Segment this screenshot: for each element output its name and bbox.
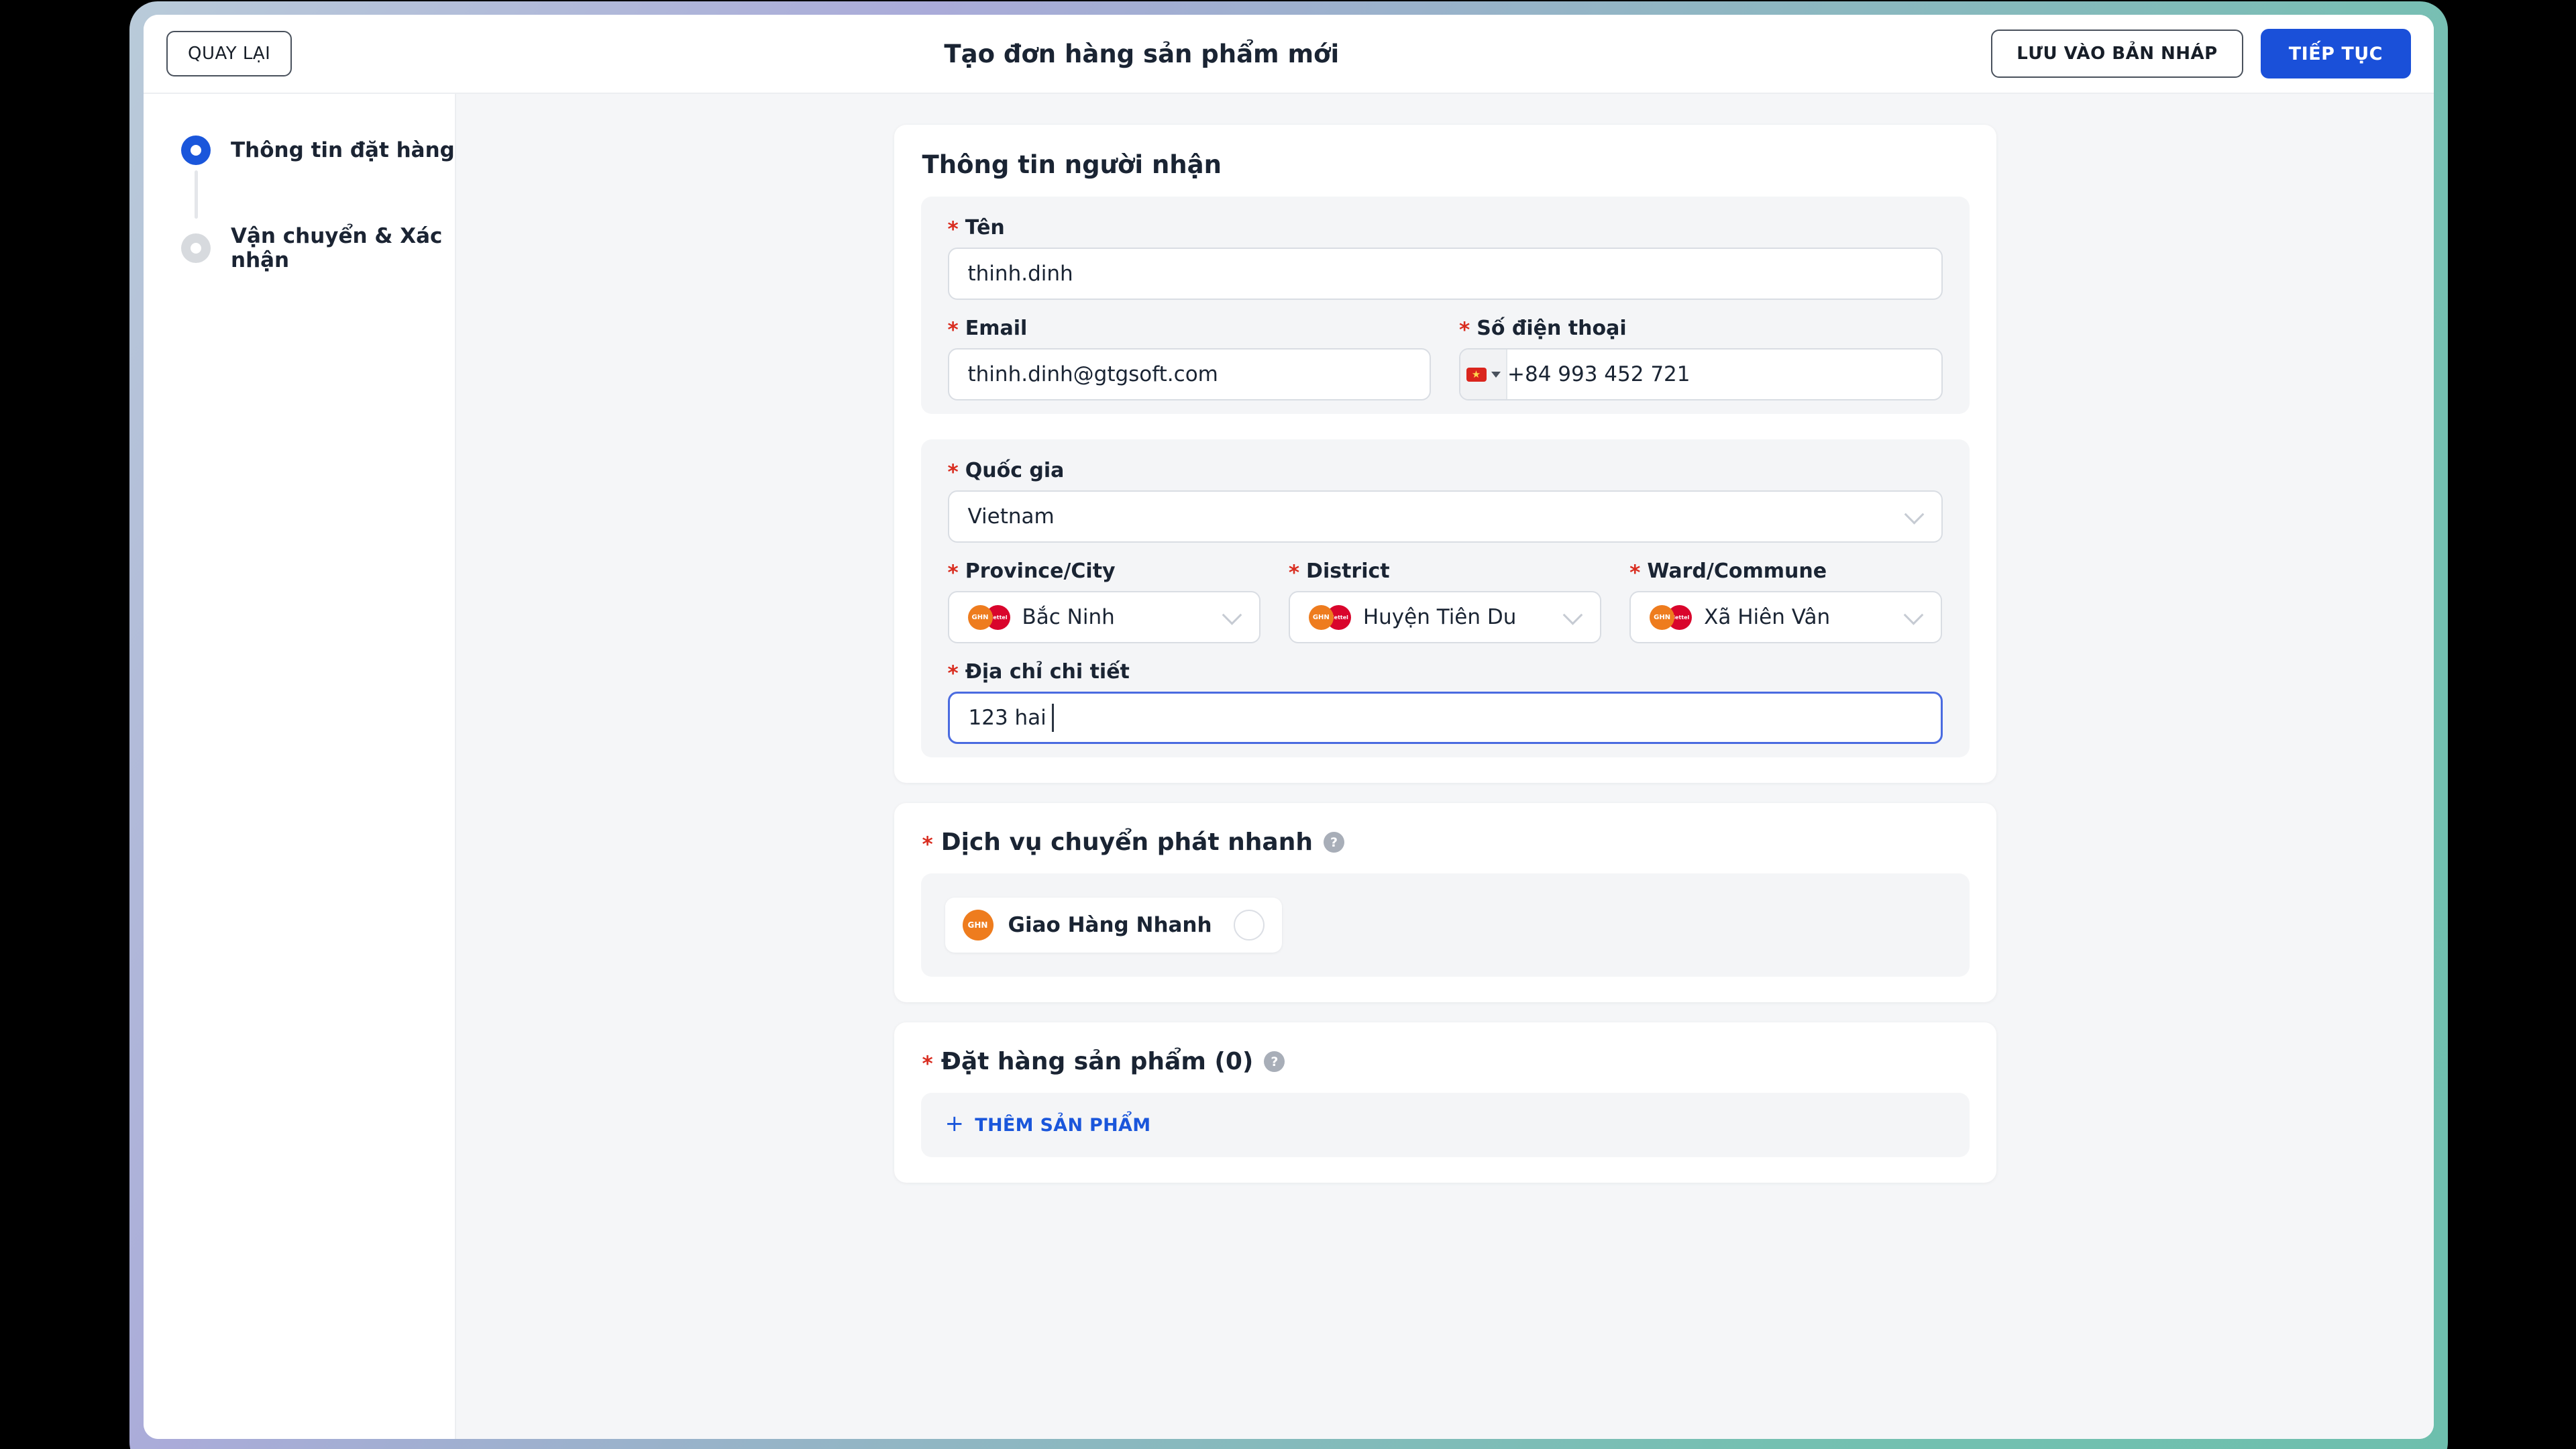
step-connector xyxy=(195,170,198,219)
app-window: QUAY LẠI Tạo đơn hàng sản phẩm mới LƯU V… xyxy=(144,15,2434,1439)
steps-sidebar: Thông tin đặt hàng Vận chuyển & Xác nhận xyxy=(144,94,456,1439)
district-select[interactable]: GHN viettel Huyện Tiên Du xyxy=(1288,591,1602,643)
ward-label: * Ward/Commune xyxy=(1629,559,1827,586)
products-card: * Đặt hàng sản phẩm (0) ? + THÊM SẢN PHẨ… xyxy=(894,1022,1996,1183)
continue-button[interactable]: TIẾP TỤC xyxy=(2260,29,2411,78)
ghn-logo-icon: GHN xyxy=(962,910,994,941)
carrier-badges: GHN viettel xyxy=(1650,604,1693,630)
required-mark: * xyxy=(947,217,959,241)
recipient-basic-panel: * Tên * Email xyxy=(920,197,1970,414)
address-input[interactable]: 123 hai xyxy=(968,706,1046,730)
step-order-info[interactable]: Thông tin đặt hàng xyxy=(181,136,455,165)
name-input[interactable] xyxy=(967,249,1923,299)
ghn-badge-icon: GHN xyxy=(1308,604,1334,630)
country-label: * Quốc gia xyxy=(947,458,1065,485)
name-label: * Tên xyxy=(947,215,1005,242)
page-title: Tạo đơn hàng sản phẩm mới xyxy=(944,39,1340,68)
save-draft-button[interactable]: LƯU VÀO BẢN NHÁP xyxy=(1991,30,2243,78)
chevron-down-icon xyxy=(1904,504,1924,525)
vietnam-flag-icon: ★ xyxy=(1466,367,1487,382)
shipping-section-title: Dịch vụ chuyển phát nhanh xyxy=(941,828,1313,856)
add-product-button[interactable]: + THÊM SẢN PHẨM xyxy=(941,1110,1155,1137)
address-label: * Địa chỉ chi tiết xyxy=(947,659,1130,686)
back-button[interactable]: QUAY LẠI xyxy=(166,31,292,76)
help-icon[interactable]: ? xyxy=(1323,832,1344,853)
shipping-options-panel: GHN Giao Hàng Nhanh xyxy=(920,873,1970,977)
text-cursor xyxy=(1051,704,1054,732)
email-input-wrap xyxy=(947,348,1431,400)
email-label: * Email xyxy=(947,316,1028,343)
shipping-option-label: Giao Hàng Nhanh xyxy=(1008,913,1212,937)
chevron-down-icon xyxy=(1222,605,1242,625)
ghn-badge-icon: GHN xyxy=(1650,604,1675,630)
phone-country-select[interactable]: ★ xyxy=(1460,350,1507,399)
products-panel: + THÊM SẢN PHẨM xyxy=(920,1093,1970,1157)
help-icon[interactable]: ? xyxy=(1264,1051,1285,1072)
products-section-title: Đặt hàng sản phẩm (0) xyxy=(941,1048,1254,1075)
name-input-wrap xyxy=(947,248,1943,300)
step-shipping-confirm[interactable]: Vận chuyển & Xác nhận xyxy=(181,224,455,272)
email-input[interactable] xyxy=(967,350,1411,399)
body-row: Thông tin đặt hàng Vận chuyển & Xác nhận… xyxy=(144,94,2434,1439)
shipping-section-head: * Dịch vụ chuyển phát nhanh ? xyxy=(922,828,1970,857)
plus-icon: + xyxy=(945,1110,965,1137)
phone-input[interactable] xyxy=(1507,350,1941,399)
country-select[interactable]: Vietnam xyxy=(947,490,1943,543)
ghn-badge-icon: GHN xyxy=(967,604,993,630)
capture-frame: QUAY LẠI Tạo đơn hàng sản phẩm mới LƯU V… xyxy=(129,1,2448,1449)
products-section-head: * Đặt hàng sản phẩm (0) ? xyxy=(922,1048,1970,1076)
shipping-service-card: * Dịch vụ chuyển phát nhanh ? GHN Giao H… xyxy=(894,803,1996,1002)
address-input-wrap: 123 hai xyxy=(947,692,1943,744)
chevron-down-icon xyxy=(1904,605,1924,625)
shipping-option-ghn[interactable]: GHN Giao Hàng Nhanh xyxy=(945,898,1282,953)
shipping-option-radio[interactable] xyxy=(1233,910,1265,941)
ward-select[interactable]: GHN viettel Xã Hiên Vân xyxy=(1629,591,1943,643)
recipient-card: Thông tin người nhận * Tên xyxy=(894,125,1996,783)
phone-label: * Số điện thoại xyxy=(1459,316,1627,343)
step-label: Thông tin đặt hàng xyxy=(231,138,455,162)
step-label: Vận chuyển & Xác nhận xyxy=(231,224,443,272)
province-label: * Province/City xyxy=(947,559,1116,586)
carrier-badges: GHN viettel xyxy=(967,604,1010,630)
top-bar: QUAY LẠI Tạo đơn hàng sản phẩm mới LƯU V… xyxy=(144,15,2434,94)
district-label: * District xyxy=(1288,559,1390,586)
caret-down-icon xyxy=(1491,371,1501,378)
step-active-dot-icon xyxy=(181,136,211,165)
chevron-down-icon xyxy=(1562,605,1583,625)
step-idle-dot-icon xyxy=(181,233,211,263)
phone-input-wrap: ★ xyxy=(1459,348,1943,400)
recipient-card-title: Thông tin người nhận xyxy=(922,150,1222,179)
main-content: Thông tin người nhận * Tên xyxy=(456,94,2434,1439)
province-select[interactable]: GHN viettel Bắc Ninh xyxy=(947,591,1260,643)
recipient-address-panel: * Quốc gia Vietnam * xyxy=(920,439,1970,757)
carrier-badges: GHN viettel xyxy=(1308,604,1351,630)
